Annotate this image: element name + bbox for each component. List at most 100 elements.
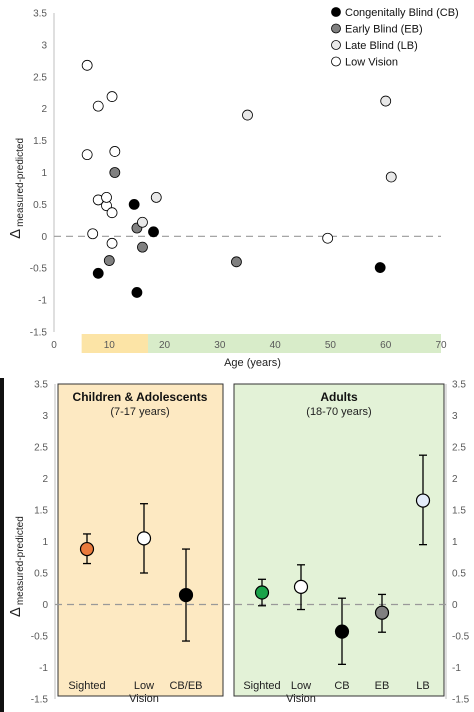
x-tick-label: 10: [104, 340, 116, 351]
data-point-lowvision: [81, 59, 93, 71]
group-label: Sighted: [68, 680, 105, 692]
y-tick-label: 1: [41, 168, 47, 179]
data-point-eb: [103, 255, 115, 266]
data-point-lowvision: [322, 232, 334, 244]
data-point-lowvision: [106, 91, 118, 102]
right-y-tick-label: 1: [452, 537, 458, 548]
y-tick-label: -1.5: [30, 328, 48, 339]
legend-marker-lowvision: [331, 56, 341, 67]
left-y-tick-label: -1.5: [31, 695, 49, 706]
group-label: Low: [291, 680, 311, 692]
left-y-tick-label: -0.5: [31, 632, 49, 643]
right-y-tick-label: 1.5: [452, 506, 466, 517]
right-y-tick-label: 0.5: [452, 569, 466, 580]
left-y-tick-label: 2: [42, 474, 48, 485]
data-point-lb: [137, 216, 148, 228]
y-tick-label: -0.5: [30, 264, 48, 275]
legend-label-lowvision: Low Vision: [345, 57, 398, 69]
data-point-lowvision: [109, 146, 121, 157]
x-tick-label: 60: [380, 340, 392, 351]
data-point-eb: [137, 241, 148, 253]
panel-adults-background: [233, 383, 445, 697]
y-axis-label: Δmeasured-predicted: [7, 138, 26, 239]
left-y-tick-label: 3: [42, 411, 48, 422]
group-label: EB: [375, 680, 390, 692]
right-y-tick-label: -1: [452, 663, 461, 674]
y-tick-label: -1: [38, 296, 47, 307]
data-point-cb: [92, 267, 104, 279]
left-edge-bar: [0, 378, 4, 712]
bottom-y-axis-delta: Δ: [7, 607, 24, 617]
x-tick-label: 30: [214, 340, 226, 351]
data-point-lowvision: [81, 149, 93, 161]
mean-point-adults-4: [415, 493, 431, 508]
data-point-cb: [131, 287, 143, 298]
data-point-eb: [231, 256, 242, 268]
group-label: Low: [134, 680, 154, 692]
left-y-tick-label: 3.5: [34, 380, 48, 391]
data-point-lowvision: [92, 100, 104, 112]
legend-marker-cb: [331, 7, 341, 17]
data-point-lb: [150, 191, 162, 203]
data-point-lowvision: [87, 228, 99, 240]
data-point-lb: [380, 95, 392, 107]
y-tick-label: 1.5: [33, 136, 47, 147]
right-y-tick-label: 3.5: [452, 380, 466, 391]
y-tick-label: 3.5: [33, 9, 47, 20]
panel-adults-subtitle: (18-70 years): [306, 406, 371, 418]
group-label: Vision: [129, 693, 159, 705]
y-tick-label: 2.5: [33, 72, 47, 83]
left-y-tick-label: 0.5: [34, 569, 48, 580]
legend-marker-eb: [331, 23, 341, 34]
age-band-adults: [147, 334, 441, 353]
data-point-lowvision: [106, 207, 118, 219]
group-label: Vision: [286, 693, 316, 705]
legend-label-eb: Early Blind (EB): [345, 24, 423, 36]
data-point-cb: [374, 262, 386, 273]
group-label: CB/EB: [169, 680, 202, 692]
y-tick-label: 0: [41, 232, 47, 243]
right-y-tick-label: 0: [452, 600, 458, 611]
right-y-tick-label: 2: [452, 474, 458, 485]
data-point-eb: [109, 167, 121, 178]
mean-point-adults-1: [293, 579, 309, 594]
group-label: CB: [334, 680, 349, 692]
panel-children-title: Children & Adolescents: [73, 390, 208, 404]
age-band-children: [81, 334, 148, 353]
errorbar-chart: Children & Adolescents (7-17 years) Adults…: [0, 378, 470, 712]
group-label: Sighted: [243, 680, 280, 692]
scatter-chart: -1.5 -1 -0.5 0 0.5 1 1.5 2 2.5 3 3.5 0 10 20 30 40 50 60 7…: [7, 7, 459, 369]
x-tick-label: 0: [51, 340, 57, 351]
mean-point-children-2: [178, 587, 194, 603]
right-y-tick-label: 3: [452, 411, 458, 422]
left-y-tick-label: 0: [42, 600, 48, 611]
right-y-tick-label: -1.5: [452, 695, 470, 706]
panel-children-subtitle: (7-17 years): [110, 406, 169, 418]
bottom-y-axis-label: Δmeasured-predicted: [7, 516, 26, 617]
data-point-lowvision: [106, 237, 118, 249]
x-tick-label: 20: [159, 340, 171, 351]
legend-marker-lb: [331, 40, 341, 50]
data-point-lb: [242, 109, 253, 121]
y-axis-subscript: measured-predicted: [15, 138, 26, 227]
x-tick-label: 50: [325, 340, 337, 351]
bottom-y-axis-subscript: measured-predicted: [15, 516, 26, 605]
mean-point-adults-2: [334, 624, 350, 639]
left-y-tick-label: 2.5: [34, 443, 48, 454]
left-y-tick-label: 1.5: [34, 506, 48, 517]
x-axis-label: Age (years): [224, 357, 281, 369]
x-tick-label: 70: [435, 340, 447, 351]
y-tick-label: 2: [41, 104, 47, 115]
data-point-cb: [148, 226, 159, 238]
y-tick-label: 3: [41, 40, 47, 51]
legend-label-lb: Late Blind (LB): [345, 40, 418, 52]
mean-point-adults-3: [374, 605, 390, 620]
y-tick-label: 0.5: [33, 200, 47, 211]
left-y-tick-label: 1: [42, 537, 48, 548]
data-point-lowvision: [101, 191, 112, 203]
right-y-tick-label: 2.5: [452, 443, 466, 454]
x-tick-label: 40: [270, 340, 282, 351]
mean-point-children-0: [79, 541, 95, 557]
y-axis-delta: Δ: [7, 229, 24, 239]
